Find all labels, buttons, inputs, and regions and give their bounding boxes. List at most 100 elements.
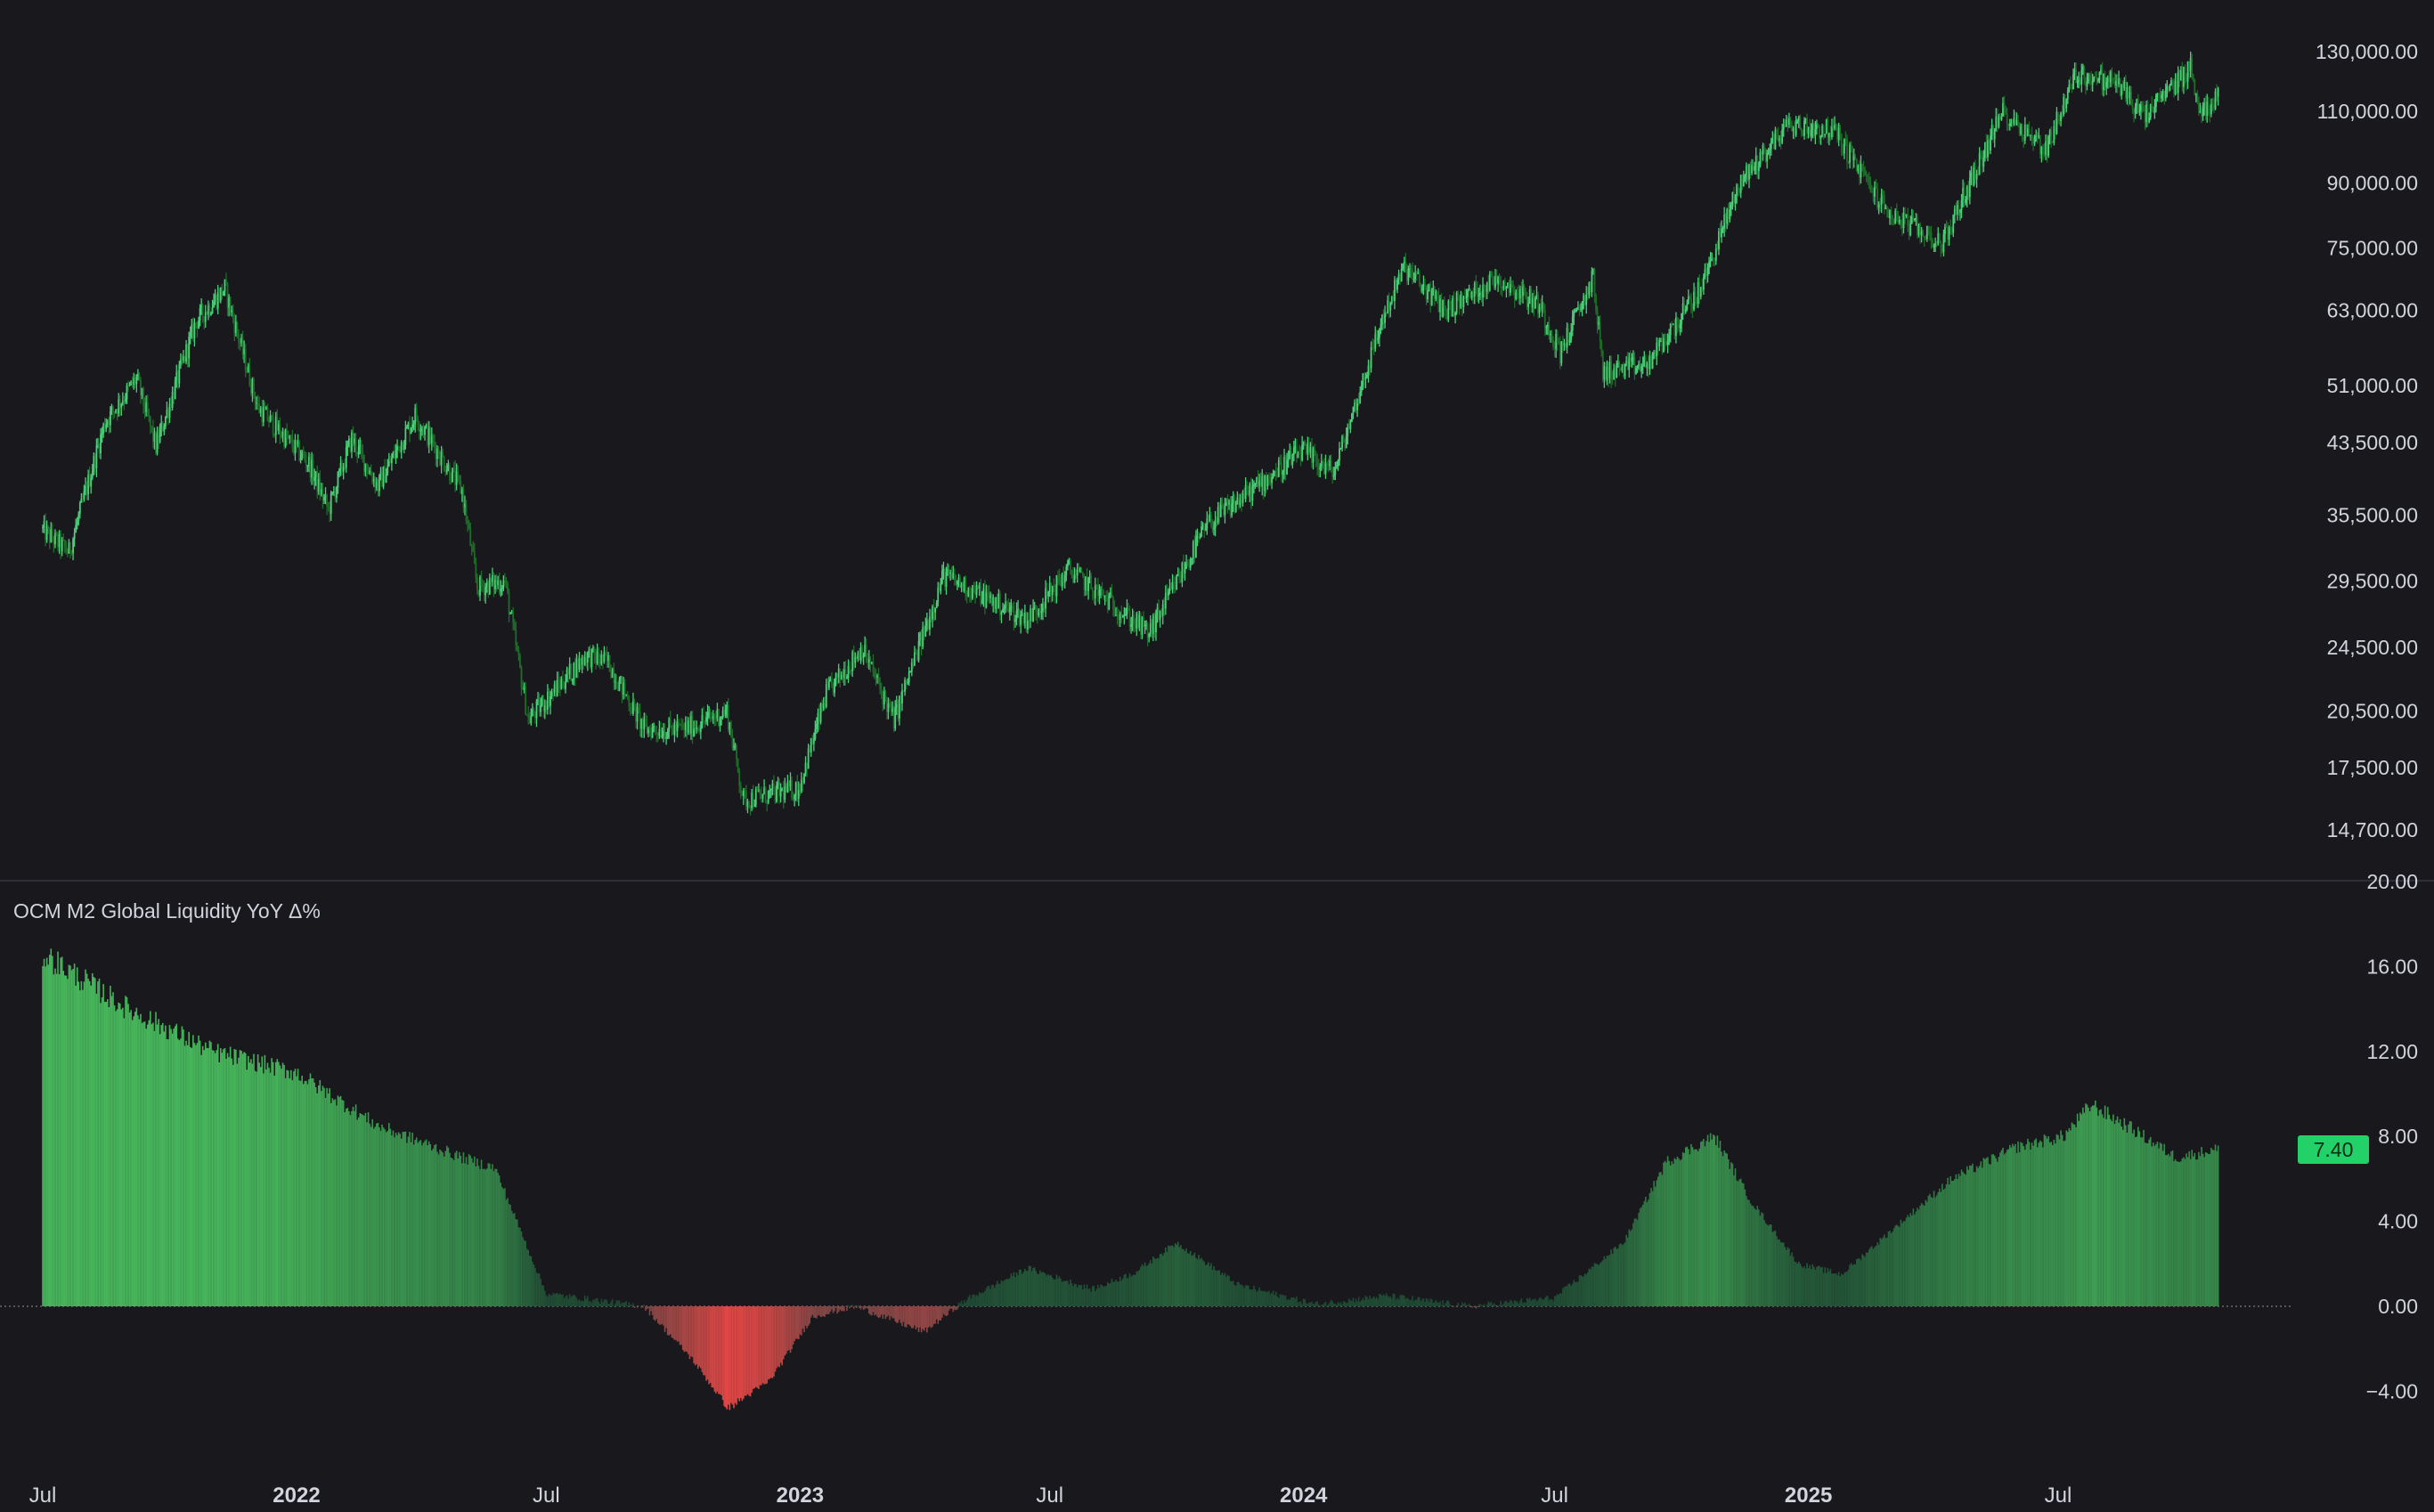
price-candle-body xyxy=(164,416,167,427)
price-candle-body xyxy=(573,663,575,680)
price-candle-body xyxy=(558,679,560,685)
price-candle-body xyxy=(1769,149,1771,151)
price-candle-body xyxy=(1005,601,1007,608)
price-candle-body xyxy=(406,427,408,429)
price-candle-body xyxy=(2178,71,2181,81)
price-candle-body xyxy=(993,597,996,609)
price-candle-body xyxy=(2115,80,2117,85)
price-candle-body xyxy=(745,791,747,807)
price-candle-body xyxy=(216,295,218,309)
price-candle-body xyxy=(1440,298,1443,317)
price-candle-body xyxy=(778,782,781,797)
indicator-axis-tick-label: −4.00 xyxy=(2366,1379,2418,1402)
price-candle-body xyxy=(1156,607,1159,614)
price-axis-tick-label: 17,500.00 xyxy=(2327,756,2418,779)
price-candle-body xyxy=(751,793,753,809)
price-candle-body xyxy=(1010,606,1013,609)
price-candle-body xyxy=(601,654,604,662)
price-candle-body xyxy=(1402,264,1404,269)
price-candle-body xyxy=(1559,342,1561,363)
price-candle-body xyxy=(654,726,656,732)
price-candle-body xyxy=(1178,573,1181,580)
price-candle-body xyxy=(179,359,182,365)
price-axis-tick-label: 75,000.00 xyxy=(2327,237,2418,260)
price-candle-body xyxy=(984,589,986,607)
price-candle-body xyxy=(1305,443,1307,454)
price-candle-body xyxy=(995,597,997,609)
price-candle-body xyxy=(1028,620,1030,622)
price-candle-body xyxy=(1058,577,1061,582)
time-axis-tick-label: 2024 xyxy=(1280,1484,1328,1508)
price-candle-body xyxy=(1266,476,1269,487)
price-candle-body xyxy=(1919,224,1921,235)
price-candle-body xyxy=(1091,588,1094,591)
price-candle-body xyxy=(1591,271,1593,292)
price-candle-body xyxy=(1573,311,1575,317)
price-candle-body xyxy=(1304,442,1307,444)
price-candle-body xyxy=(900,695,902,703)
price-candle-body xyxy=(1226,502,1229,505)
price-candle-body xyxy=(1455,292,1458,313)
price-candle-body xyxy=(905,679,908,683)
price-candle-body xyxy=(2137,98,2139,111)
price-candle-body xyxy=(1151,623,1153,634)
price-candle-body xyxy=(1958,205,1960,213)
price-candle-body xyxy=(945,572,948,587)
price-candle-body xyxy=(262,407,265,423)
price-candle-body xyxy=(136,374,139,378)
price-candle-body xyxy=(143,405,146,413)
price-candle-body xyxy=(301,451,304,459)
price-candle-body xyxy=(1650,356,1652,369)
price-candle-body xyxy=(558,684,561,689)
price-candle-body xyxy=(146,402,149,414)
price-candle-body xyxy=(679,723,681,725)
price-candle-body xyxy=(1934,243,1937,247)
price-candle-body xyxy=(1106,597,1109,610)
price-candle-body xyxy=(362,454,365,472)
price-candle-body xyxy=(1791,124,1793,132)
price-candle-body xyxy=(1366,375,1368,378)
price-candle-body xyxy=(1842,151,1844,154)
price-candle-body xyxy=(1204,529,1207,531)
price-candle-body xyxy=(1603,366,1606,380)
price-candle-body xyxy=(425,425,427,427)
price-candle-body xyxy=(238,333,240,342)
price-axis-tick-label: 29,500.00 xyxy=(2327,570,2418,593)
price-candle-body xyxy=(200,305,203,308)
price-candle-body xyxy=(2063,96,2065,115)
price-candle-body xyxy=(1330,460,1332,468)
price-candle-body xyxy=(1687,297,1689,305)
price-candle-body xyxy=(240,337,242,344)
price-candle-body xyxy=(570,663,573,681)
price-candle-body xyxy=(1990,134,1991,151)
price-candle-body xyxy=(1653,352,1656,354)
indicator-axis-tick-label: 0.00 xyxy=(2378,1295,2418,1318)
price-candle-body xyxy=(1381,314,1383,325)
price-candle-body xyxy=(1168,586,1171,592)
price-candle-body xyxy=(1927,225,1930,232)
price-candle-body xyxy=(1792,127,1795,132)
price-candle-body xyxy=(1510,284,1511,293)
price-candle-body xyxy=(1752,165,1754,171)
price-candle-body xyxy=(186,344,189,359)
price-candle-body xyxy=(1241,500,1242,503)
price-candle-body xyxy=(2040,147,2043,155)
time-axis-tick-label: Jul xyxy=(1541,1484,1568,1508)
price-candle-body xyxy=(149,416,151,427)
price-candle-body xyxy=(1480,293,1483,298)
price-candle-body xyxy=(869,658,872,664)
price-candle-body xyxy=(1342,435,1345,443)
price-candle-body xyxy=(1194,538,1197,557)
indicator-axis-tick-label: 12.00 xyxy=(2366,1040,2418,1063)
price-candle-body xyxy=(1690,298,1692,306)
price-candle-body xyxy=(1222,504,1225,516)
price-candle-body xyxy=(1326,463,1328,465)
price-candle-body xyxy=(1201,526,1204,528)
price-candle-body xyxy=(1148,633,1151,638)
price-candle-body xyxy=(910,663,913,672)
price-candle-body xyxy=(533,709,535,715)
price-candle-body xyxy=(862,654,865,658)
price-candle-body xyxy=(1392,296,1395,301)
price-candle-body xyxy=(523,686,525,690)
